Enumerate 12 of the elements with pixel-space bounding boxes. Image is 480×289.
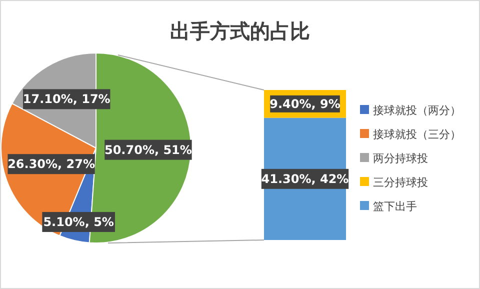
data-label: 26.30%, 27% (8, 157, 96, 172)
data-label: 5.10%, 5% (43, 214, 114, 229)
data-label: 9.40%, 9% (270, 96, 340, 111)
legend-label: 篮下出手 (373, 200, 417, 213)
chart-title: 出手方式的占比 (170, 19, 310, 43)
legend-label: 接球就投（三分） (373, 128, 461, 141)
legend-label: 三分持球投 (373, 176, 428, 189)
data-label: 50.70%, 51% (104, 142, 192, 157)
legend-label: 接球就投（两分） (373, 104, 461, 117)
data-label: 17.10%, 17% (22, 92, 110, 106)
legend-label: 两分持球投 (373, 152, 428, 165)
data-label: 41.30%, 42% (261, 172, 349, 186)
